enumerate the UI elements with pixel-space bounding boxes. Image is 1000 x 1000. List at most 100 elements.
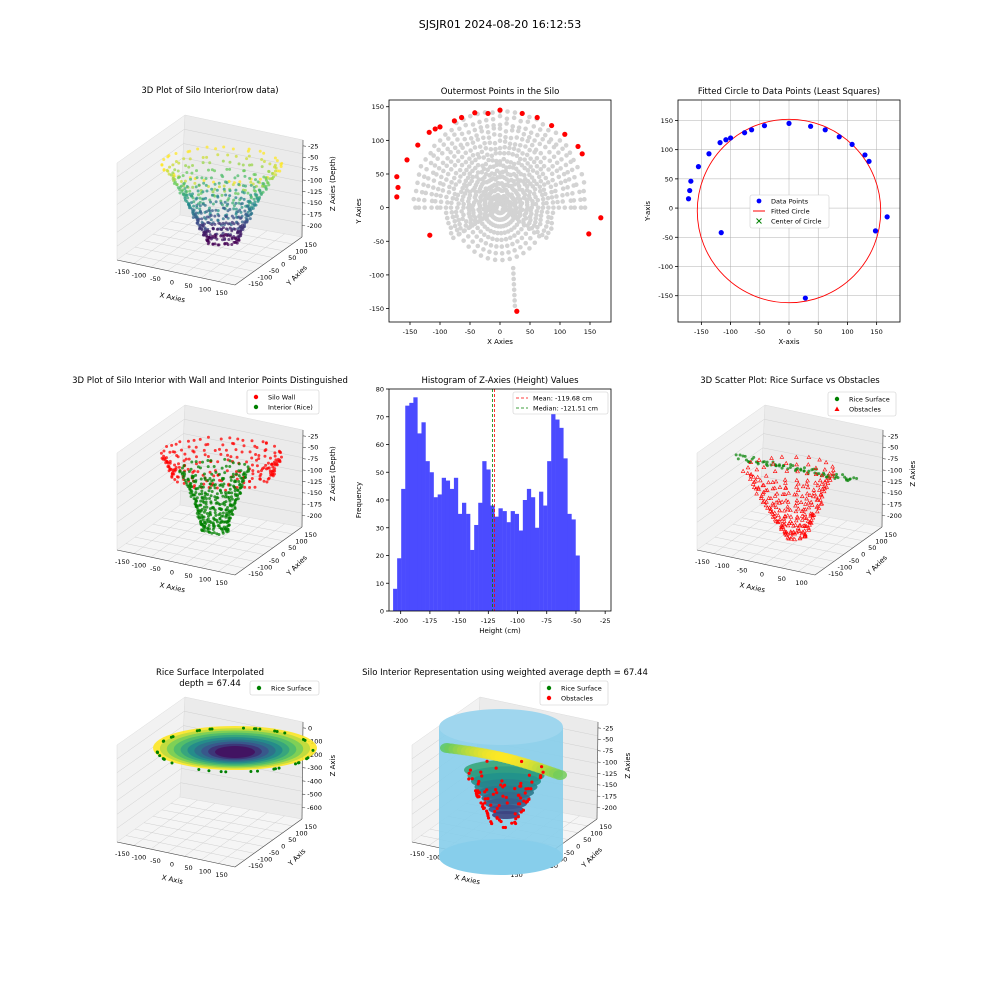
grid-line [217,815,285,864]
interior-point [220,519,224,523]
obstacle-point [797,536,803,541]
x-tick-label: -200 [393,617,408,625]
interior-point [220,466,224,470]
z-tick-label: -125 [307,478,322,486]
obstacle-point [806,454,812,459]
grey-point [470,140,476,145]
grey-point [521,250,526,256]
interior-point [215,532,219,536]
grey-point [555,199,560,205]
grey-point [487,249,492,255]
y-tick-label: 100 [295,829,307,837]
outermost-point [404,157,410,163]
obstacle-point [516,802,521,806]
interior-point [204,497,208,501]
grey-point [487,173,492,178]
grey-point [512,110,518,115]
obstacle-point [794,477,800,482]
wall-point [262,466,266,470]
wall-point [255,464,259,468]
grey-point [481,135,486,141]
y-axis-line [234,526,303,576]
grey-point [468,217,474,222]
histogram-bar [526,488,532,611]
data-point [239,229,243,233]
rice-point [799,467,803,471]
rice-point [305,757,309,761]
interior-point [203,525,207,529]
data-point [242,191,246,195]
data-point [219,234,223,238]
obstacle-point [785,507,791,512]
data-point [268,162,272,166]
y-axis-label: Y-axis [644,201,652,222]
interior-point [227,497,231,501]
grey-point [497,138,503,144]
interior-point [212,483,216,487]
obstacle-point [541,770,545,774]
grey-point [547,158,553,164]
wall-point [265,480,269,484]
plot-title: 3D Plot of Silo Interior with Wall and I… [72,376,348,386]
x-tick-label: -175 [423,617,438,625]
histogram-bar [417,433,422,611]
grey-point [497,113,503,119]
obstacle-point [783,485,789,490]
grey-point [510,265,516,271]
wall-point [236,437,240,441]
wall-point [242,444,246,448]
grey-point [525,161,530,166]
z-tick-label: -600 [307,804,322,812]
obstacle-point [740,468,746,473]
obstacle-point [775,519,781,524]
x-axis-label: X Axies [454,873,481,886]
rice-point [752,455,756,459]
grey-point [441,142,447,147]
grey-point [501,151,507,156]
data-point [695,164,702,170]
grey-point [549,195,555,200]
grey-point [457,167,463,173]
data-point [210,223,214,227]
grey-point [452,163,458,168]
data-point [216,243,220,247]
interior-point [233,501,237,505]
rice-point [258,727,262,731]
grid-line [133,507,198,554]
data-point [196,189,200,193]
y-tick-label: -50 [269,849,280,857]
wall-point [251,469,255,473]
data-point [201,161,205,165]
grid-line [116,782,181,829]
outermost-point [586,231,592,237]
plot-title: Rice Surface Interpolated [156,668,264,678]
obstacle-point [797,528,802,533]
grey-point [487,140,493,146]
grey-point [553,188,558,194]
data-point [231,147,235,151]
interior-point [200,528,204,532]
obstacle-point [782,522,787,527]
interior-point [221,511,225,515]
grey-point [511,276,516,282]
interior-point [243,462,247,466]
wall-point [248,479,252,483]
grid-line [134,828,255,854]
obstacle-point [804,491,810,496]
obstacle-point [818,492,824,497]
grey-point [486,157,491,163]
data-point [200,217,204,221]
rice-point [789,463,793,467]
grid-line [182,447,303,472]
interior-point [196,509,200,513]
data-point [195,204,199,208]
grey-point [546,205,551,210]
data-point [209,218,213,222]
interior-point [226,527,230,531]
histogram-bar [514,513,519,611]
grey-point [452,154,457,159]
interior-point [240,485,244,489]
data-point [215,188,219,192]
grey-point [558,180,564,186]
obstacle-point [804,515,809,521]
